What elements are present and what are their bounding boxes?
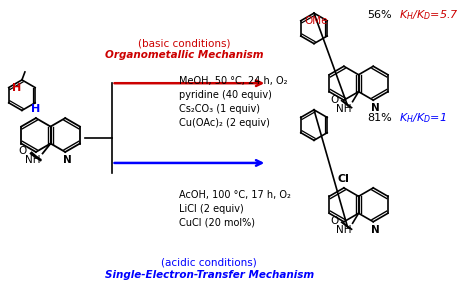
Text: NH: NH: [336, 104, 352, 114]
Text: CuCl (20 mol%): CuCl (20 mol%): [180, 218, 255, 228]
Text: LiCl (2 equiv): LiCl (2 equiv): [180, 204, 244, 214]
Text: NH: NH: [25, 156, 41, 166]
Text: N: N: [371, 225, 380, 235]
Text: N: N: [63, 155, 72, 165]
Text: OMe: OMe: [305, 16, 328, 26]
Text: O: O: [330, 216, 338, 226]
Text: MeOH, 50 °C, 24 h, O₂: MeOH, 50 °C, 24 h, O₂: [180, 76, 288, 86]
Text: $K_H$/$K_D$=1: $K_H$/$K_D$=1: [399, 111, 446, 125]
Text: H: H: [12, 83, 21, 93]
Text: H: H: [31, 104, 40, 114]
Text: (basic conditions): (basic conditions): [138, 38, 231, 48]
Text: (acidic conditions): (acidic conditions): [162, 258, 257, 268]
Text: $K_H$/$K_D$=5.7: $K_H$/$K_D$=5.7: [399, 8, 458, 22]
Text: O: O: [18, 146, 27, 156]
Text: Cs₂CO₃ (1 equiv): Cs₂CO₃ (1 equiv): [180, 104, 260, 114]
Text: N: N: [371, 103, 380, 113]
Text: NH: NH: [336, 225, 352, 235]
Text: 81%: 81%: [367, 113, 392, 123]
Text: pyridine (40 equiv): pyridine (40 equiv): [180, 90, 272, 100]
Text: Organometallic Mechanism: Organometallic Mechanism: [105, 50, 264, 60]
Text: Cu(OAc)₂ (2 equiv): Cu(OAc)₂ (2 equiv): [180, 118, 270, 128]
Text: 56%: 56%: [367, 11, 392, 21]
Text: AcOH, 100 °C, 17 h, O₂: AcOH, 100 °C, 17 h, O₂: [180, 190, 292, 200]
Text: Single-Electron-Transfer Mechanism: Single-Electron-Transfer Mechanism: [105, 270, 314, 280]
Text: Cl: Cl: [338, 174, 350, 184]
Text: O: O: [330, 95, 338, 105]
